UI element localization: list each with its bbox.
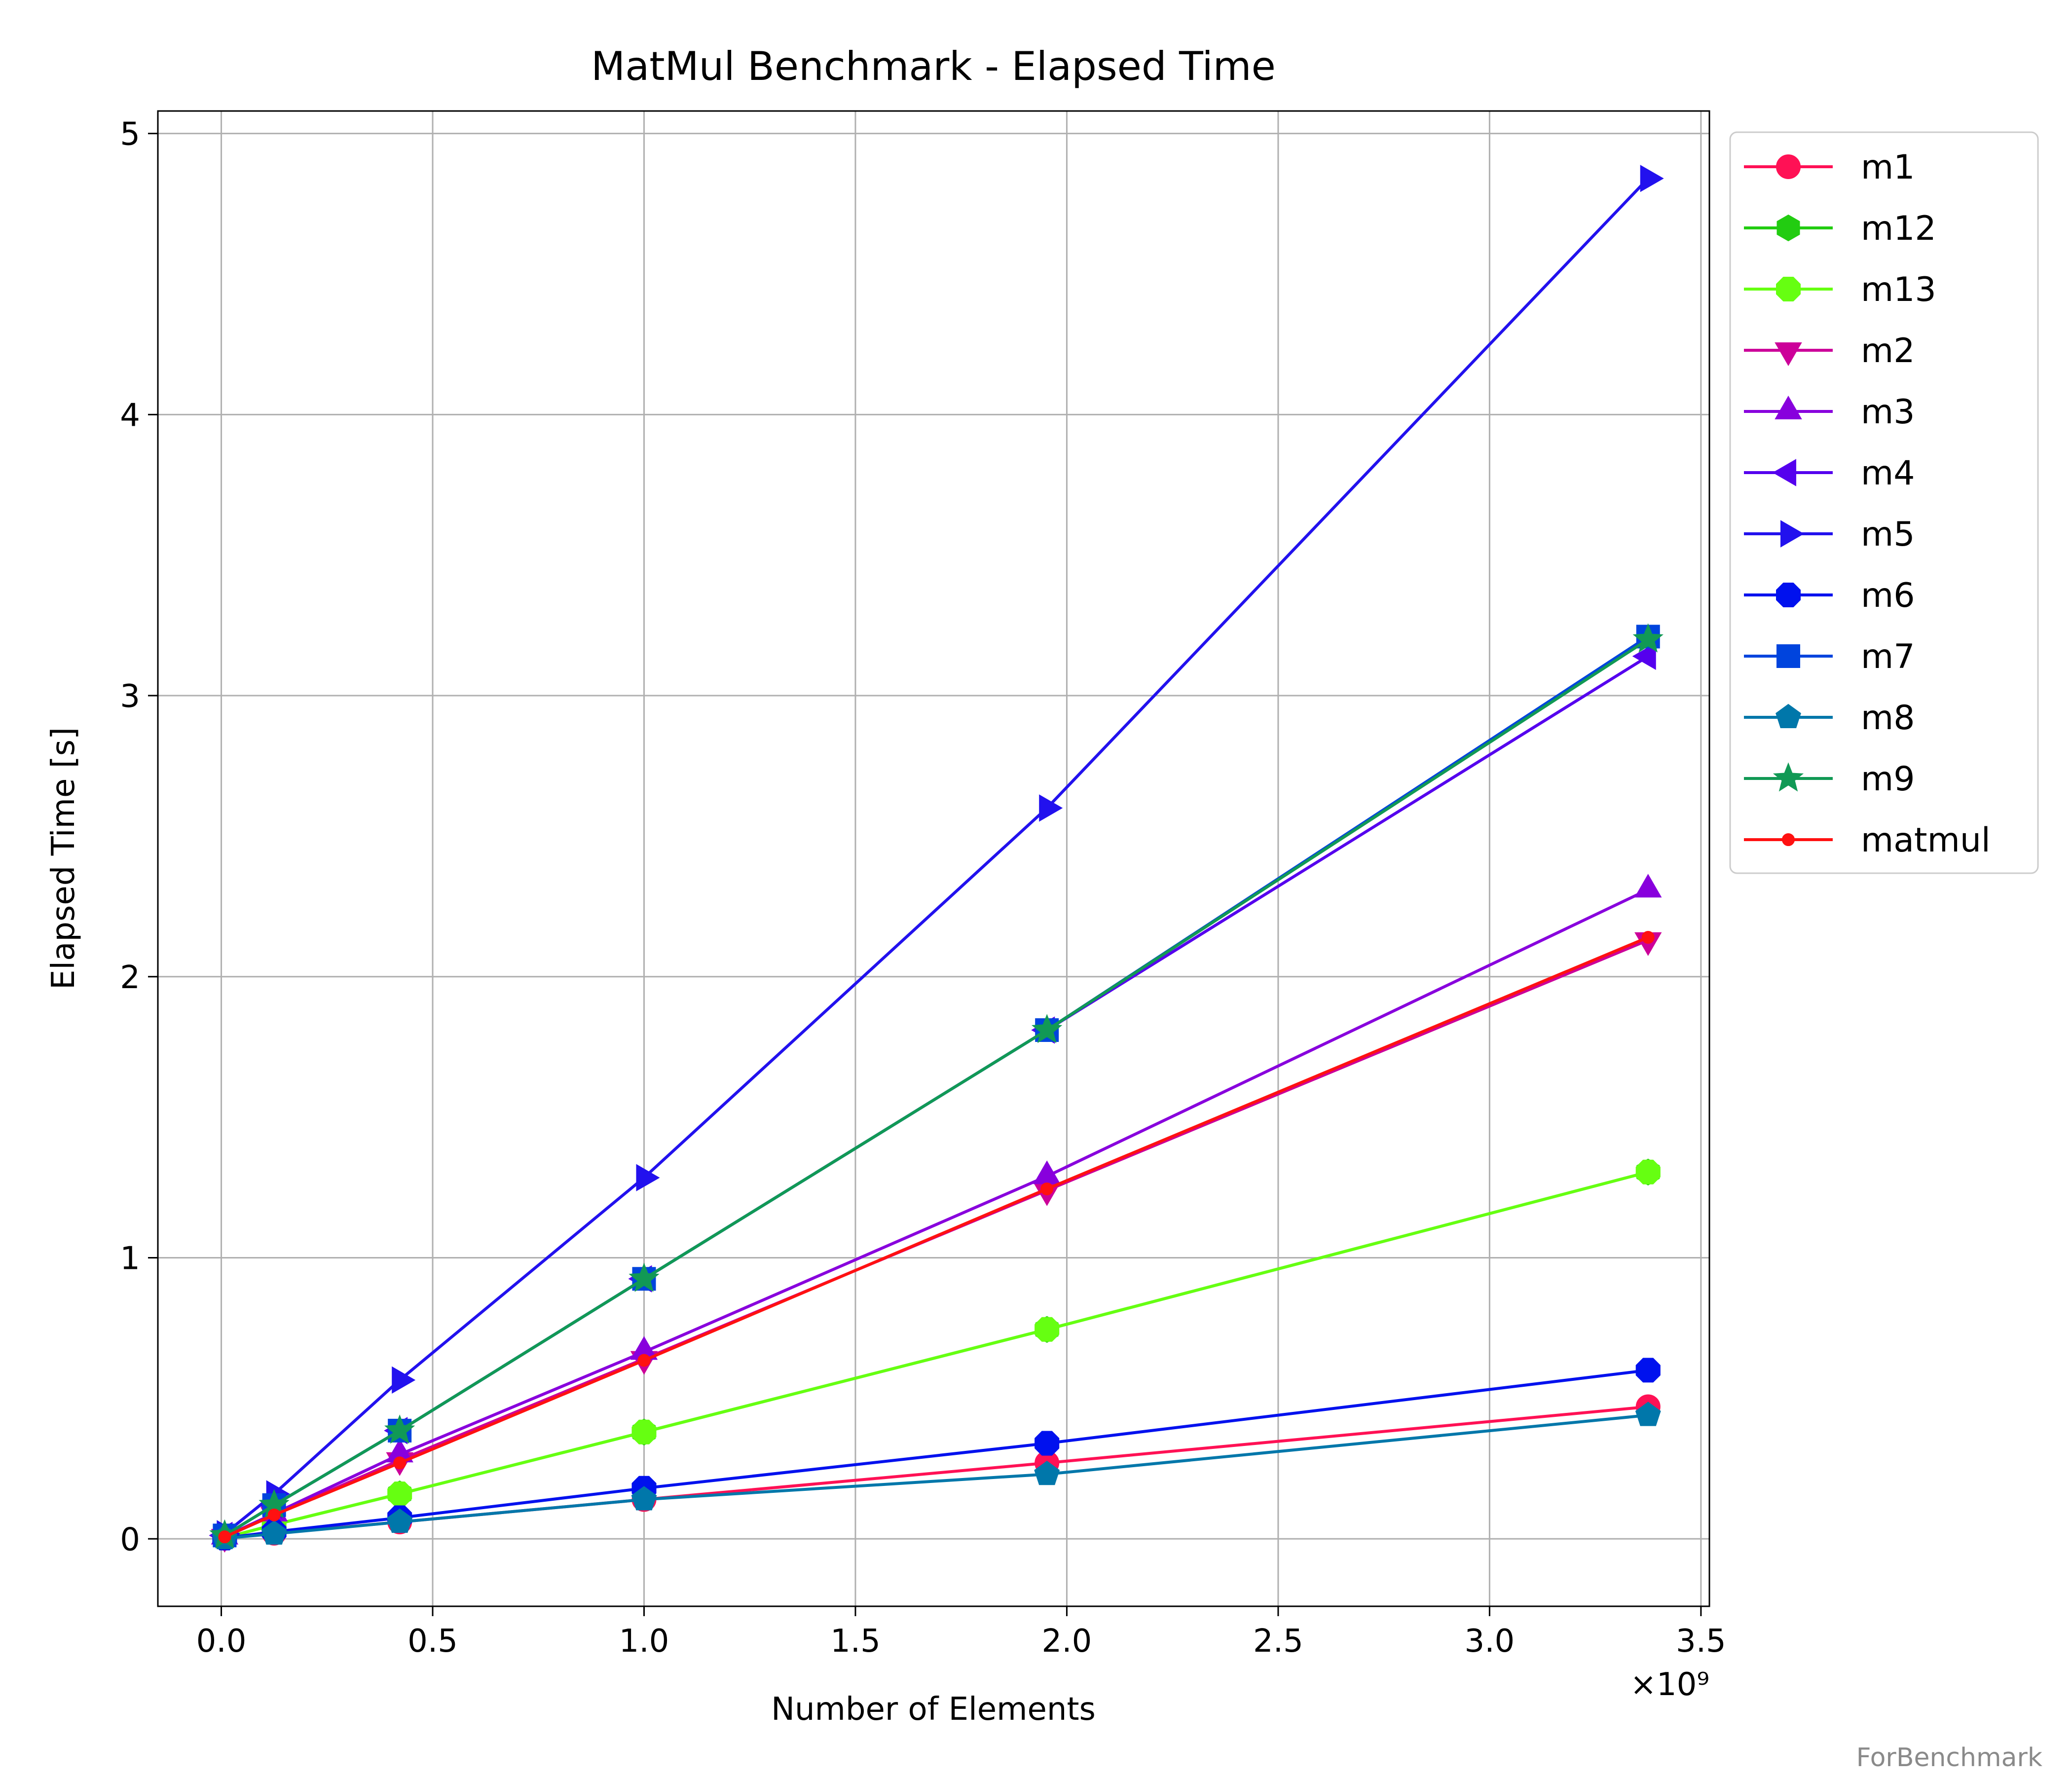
x-tick-label: 1.0 xyxy=(619,1623,669,1660)
legend-label: m7 xyxy=(1861,637,1915,676)
legend-label: m3 xyxy=(1861,393,1915,432)
legend-entries: m1 m12 m13 m2 m3 m4 m5 m6 m7 m8 m9 matmul xyxy=(1744,148,1991,860)
y-tick-label: 0 xyxy=(120,1521,140,1558)
legend-swatch-marker xyxy=(1775,342,1802,366)
x-tick-label: 2.5 xyxy=(1253,1623,1303,1660)
legend-label: m5 xyxy=(1861,515,1915,554)
grid-lines xyxy=(158,111,1709,1606)
data-point-m8 xyxy=(1034,1460,1060,1485)
data-point-m5 xyxy=(636,1164,660,1191)
legend-label: m1 xyxy=(1861,148,1915,187)
legend-entry-m9: m9 xyxy=(1744,760,1915,799)
legend-entry-m5: m5 xyxy=(1744,515,1915,554)
chart-title: MatMul Benchmark - Elapsed Time xyxy=(591,43,1276,89)
legend-swatch-marker xyxy=(1776,583,1801,607)
legend-swatch-marker xyxy=(1776,154,1801,179)
data-point-m9 xyxy=(384,1414,415,1444)
legend-entry-m13: m13 xyxy=(1744,270,1936,309)
data-point-m6 xyxy=(1035,1431,1060,1456)
legend-swatch-marker xyxy=(1776,214,1800,242)
legend-label: m8 xyxy=(1861,699,1915,738)
data-point-matmul xyxy=(393,1456,407,1470)
data-point-m8 xyxy=(631,1486,657,1511)
legend-label: matmul xyxy=(1861,821,1991,860)
legend-entry-m2: m2 xyxy=(1744,332,1915,370)
legend-entry-m3: m3 xyxy=(1744,393,1915,432)
data-point-m5 xyxy=(1039,794,1063,822)
watermark-text: ForBenchmark xyxy=(1856,1743,2042,1773)
series-line-matmul xyxy=(224,936,1649,1539)
data-point-m9 xyxy=(1632,623,1664,653)
data-point-m5 xyxy=(392,1366,416,1394)
y-tick-label: 4 xyxy=(120,397,140,434)
legend-entry-m6: m6 xyxy=(1744,576,1915,615)
data-point-matmul xyxy=(218,1530,231,1544)
data-point-matmul xyxy=(637,1354,651,1367)
data-point-m13 xyxy=(1035,1317,1060,1342)
x-tick-label: 1.5 xyxy=(830,1623,881,1660)
series-lines xyxy=(209,165,1664,1553)
series-matmul xyxy=(218,931,1655,1544)
legend-swatch-marker xyxy=(1782,833,1795,846)
data-point-m3 xyxy=(1634,874,1662,898)
plot-frame xyxy=(157,110,1710,1607)
x-tick-label: 3.0 xyxy=(1464,1623,1515,1660)
legend-label: m6 xyxy=(1861,576,1915,615)
legend-label: m2 xyxy=(1861,332,1915,370)
data-point-matmul xyxy=(267,1508,281,1521)
y-tick-label: 1 xyxy=(120,1241,140,1277)
x-axis-multiplier: ×10⁹ xyxy=(1630,1666,1709,1703)
y-tick-label: 2 xyxy=(120,960,140,996)
legend-entry-matmul: matmul xyxy=(1744,821,1991,860)
data-point-m6 xyxy=(1635,1358,1661,1383)
y-axis-label: Elapsed Time [s] xyxy=(45,727,82,990)
legend-entry-m12: m12 xyxy=(1744,209,1936,248)
legend-frame xyxy=(1729,131,2039,874)
x-tick-label: 0.5 xyxy=(407,1623,458,1660)
axis-ticks: 0.0 0.5 1.0 1.5 2.0 2.5 3.0 3.5 0 1 2 3 4 5 xyxy=(120,116,1726,1660)
x-tick-label: 0.0 xyxy=(196,1623,247,1660)
data-point-m8 xyxy=(1635,1402,1661,1426)
legend-swatch-marker xyxy=(1773,459,1796,486)
y-tick-label: 3 xyxy=(120,678,140,715)
data-point-m13 xyxy=(1635,1159,1661,1184)
legend-swatch-marker xyxy=(1775,396,1802,419)
legend-entry-m8: m8 xyxy=(1744,699,1915,738)
legend-label: m13 xyxy=(1861,270,1936,309)
data-point-matmul xyxy=(1040,1182,1054,1195)
data-point-m9 xyxy=(629,1262,660,1292)
data-point-m5 xyxy=(1640,165,1664,192)
data-point-m9 xyxy=(1032,1014,1063,1043)
data-point-m13 xyxy=(631,1419,657,1444)
legend-entry-m7: m7 xyxy=(1744,637,1915,676)
data-point-m8 xyxy=(261,1520,287,1545)
legend-swatch-marker xyxy=(1773,762,1804,792)
x-tick-label: 2.0 xyxy=(1042,1623,1092,1660)
data-point-matmul xyxy=(1641,931,1655,944)
data-point-m8 xyxy=(387,1508,413,1533)
legend-label: m9 xyxy=(1861,760,1915,799)
legend-label: m12 xyxy=(1861,209,1936,248)
x-tick-label: 3.5 xyxy=(1676,1623,1726,1660)
legend-swatch-marker xyxy=(1776,703,1801,728)
x-axis-label: Number of Elements xyxy=(771,1691,1096,1728)
series-line-m9 xyxy=(223,638,1649,1537)
legend-label: m4 xyxy=(1861,454,1915,493)
legend-swatch-marker xyxy=(1780,520,1804,548)
y-tick-label: 5 xyxy=(120,116,140,153)
data-point-m13 xyxy=(387,1481,412,1507)
data-point-m4 xyxy=(1632,642,1656,670)
legend-swatch-marker xyxy=(1776,644,1800,668)
legend-entry-m4: m4 xyxy=(1744,454,1915,493)
legend: m1 m12 m13 m2 m3 m4 m5 m6 m7 m8 m9 matmul xyxy=(1729,131,2039,874)
legend-entry-m1: m1 xyxy=(1744,148,1915,187)
legend-swatch-marker xyxy=(1776,277,1801,301)
